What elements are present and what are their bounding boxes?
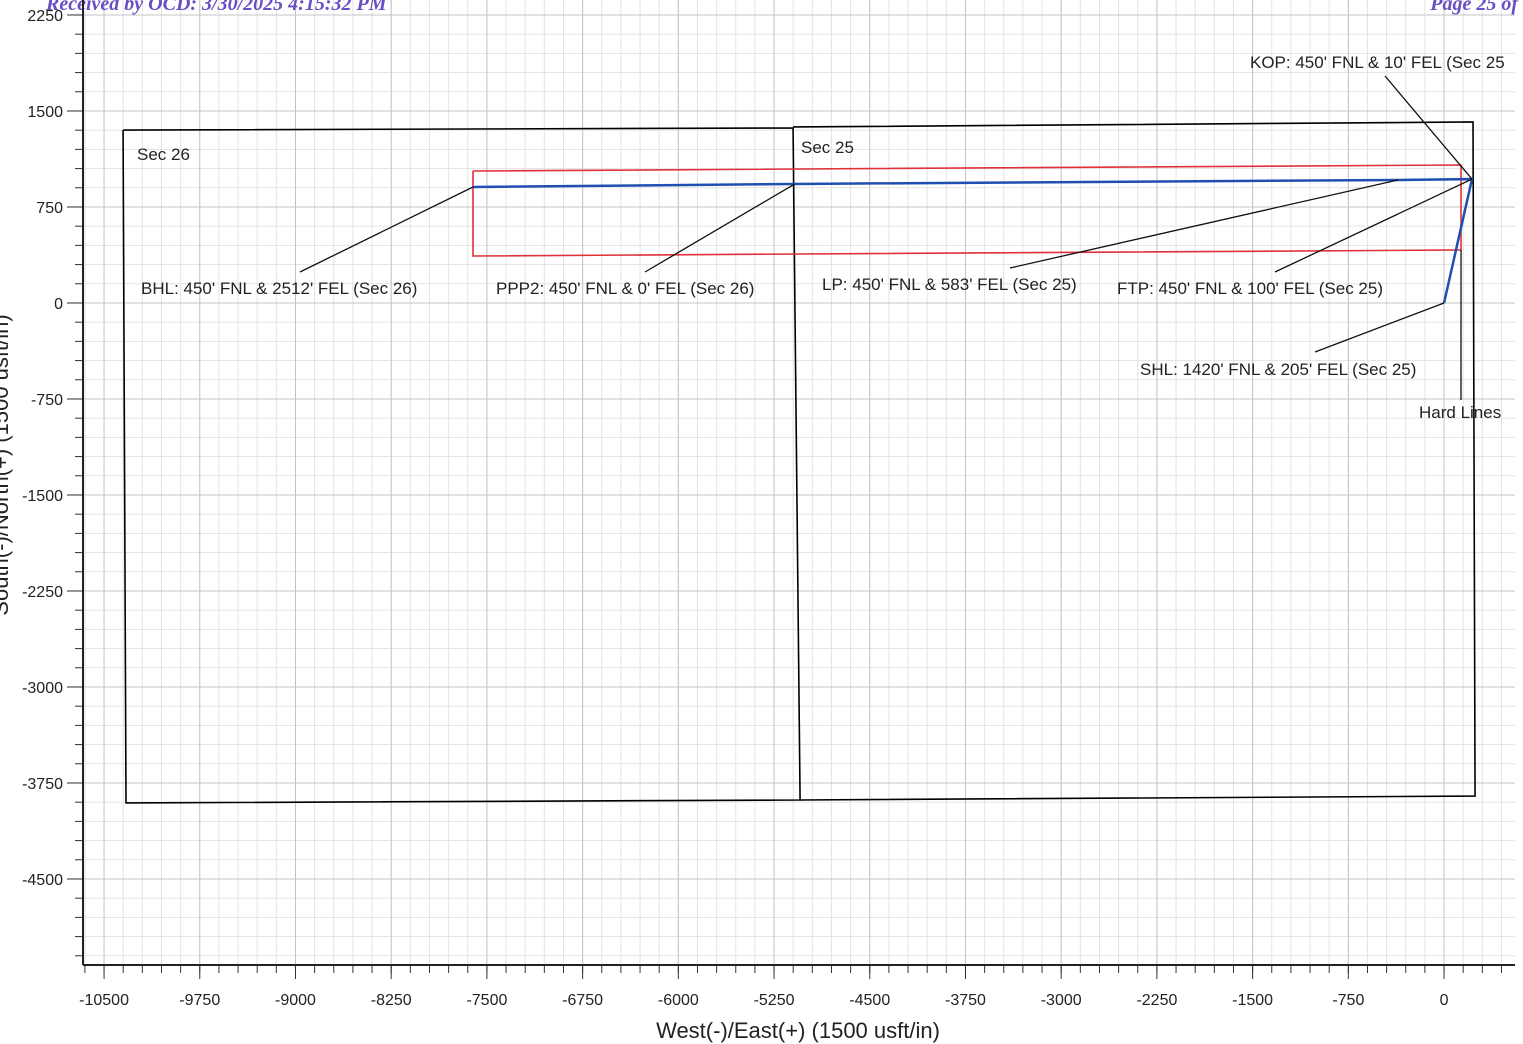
y-tick-label: 750 [36,200,63,217]
x-tick-label: -1500 [1232,992,1273,1009]
x-tick-label: -2250 [1136,992,1177,1009]
plan-line [793,121,1476,801]
leader-line [644,183,796,273]
x-axis-label: West(-)/East(+) (1500 usft/in) [656,1018,940,1043]
leader-line [1274,178,1473,273]
annotation: FTP: 450' FNL & 100' FEL (Sec 25) [1117,279,1383,298]
x-tick-label: 0 [1440,992,1449,1009]
x-tick-label: -9000 [275,992,316,1009]
y-tick-label: -1500 [22,488,63,505]
x-tick-label: -750 [1332,992,1364,1009]
leader-line [1384,75,1473,180]
annotation: BHL: 450' FNL & 2512' FEL (Sec 26) [141,279,417,298]
y-tick-label: 0 [54,296,63,313]
leader-line [1314,302,1445,353]
y-axis-label: South(-)/North(+) (1500 usft/in) [0,314,13,615]
x-tick-label: -4500 [849,992,890,1009]
y-tick-label: -3750 [22,776,63,793]
annotation: SHL: 1420' FNL & 205' FEL (Sec 25) [1140,360,1416,379]
x-tick-label: -8250 [371,992,412,1009]
page-number: Page 25 of [1429,0,1520,15]
x-tick-label: -5250 [754,992,795,1009]
grid [75,0,1515,973]
y-tick-label: 2250 [27,8,63,25]
leader-line [1009,179,1399,269]
y-tick-label: 1500 [27,104,63,121]
x-tick-label: -6000 [658,992,699,1009]
x-tick-label: -10500 [79,992,129,1009]
y-tick-label: -2250 [22,584,63,601]
annotation: PPP2: 450' FNL & 0' FEL (Sec 26) [496,279,754,298]
annotation: Hard Lines [1419,403,1501,422]
x-tick-label: -9750 [179,992,220,1009]
leader-line [299,186,474,273]
plan-line [472,164,1462,257]
plan-line [122,127,801,804]
annotation: Sec 25 [801,138,854,157]
x-tick-label: -3750 [945,992,986,1009]
annotation: KOP: 450' FNL & 10' FEL (Sec 25 [1250,53,1505,72]
received-stamp: Received by OCD: 3/30/2025 4:15:32 PM [45,0,388,15]
y-tick-label: -3000 [22,680,63,697]
y-tick-label: -4500 [22,872,63,889]
annotation: Sec 26 [137,145,190,164]
x-tick-label: -7500 [466,992,507,1009]
y-tick-label: -750 [31,392,63,409]
x-tick-label: -3000 [1041,992,1082,1009]
annotation: LP: 450' FNL & 583' FEL (Sec 25) [822,275,1077,294]
x-tick-label: -6750 [562,992,603,1009]
